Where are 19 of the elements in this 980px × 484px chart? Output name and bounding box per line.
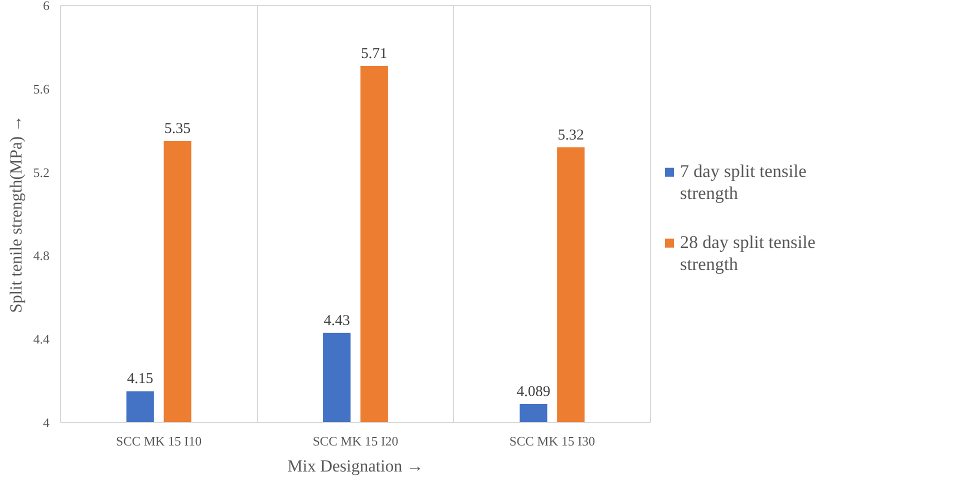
- y-tick-label: 5.6: [33, 81, 50, 96]
- x-axis-title: Mix Designation →: [288, 456, 424, 476]
- data-label: 4.089: [516, 384, 550, 400]
- y-tick-label: 4.8: [33, 248, 50, 264]
- data-label: 4.43: [324, 312, 350, 329]
- y-tick-label: 6: [43, 0, 50, 13]
- legend-label: 7 day split tensile strength: [680, 161, 806, 204]
- data-label: 5.35: [164, 121, 191, 138]
- y-tick-label: 4: [43, 415, 50, 430]
- data-label: 4.15: [127, 371, 154, 388]
- x-tick-label: SCC MK 15 I30: [509, 434, 595, 448]
- y-axis-title: Split tenile strength(MPa) →: [6, 115, 26, 313]
- x-tick-label: SCC MK 15 I10: [116, 434, 202, 448]
- data-label: 5.71: [361, 46, 388, 62]
- data-label: 5.32: [558, 127, 584, 144]
- y-tick-label: 4.4: [33, 332, 50, 347]
- x-tick-label: SCC MK 15 I20: [312, 434, 398, 448]
- legend-label: 28 day split tensile strength: [680, 232, 816, 274]
- y-tick-label: 5.2: [33, 164, 50, 180]
